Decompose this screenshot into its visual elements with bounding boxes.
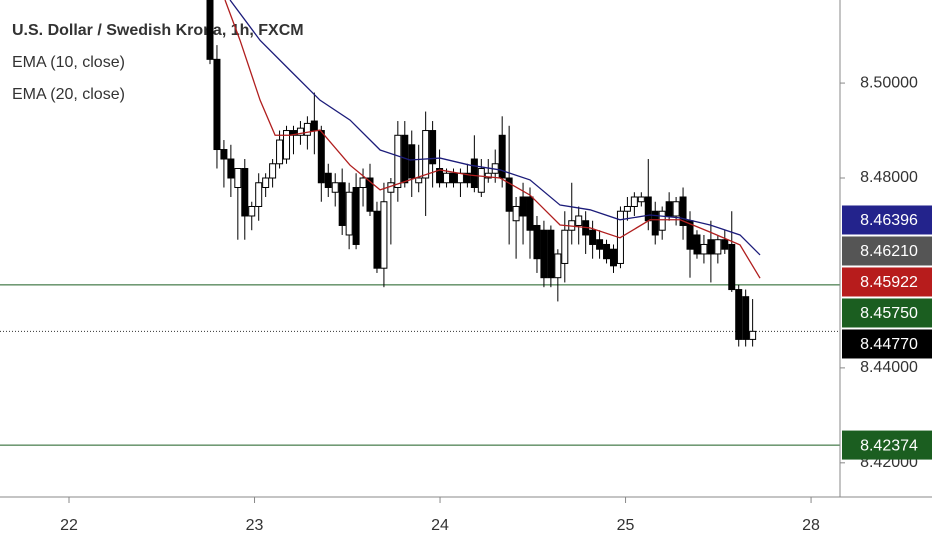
ema-line (224, 0, 761, 279)
candle-body (283, 130, 291, 160)
candle-body (422, 130, 430, 179)
candle-body (484, 172, 492, 179)
candle-body (345, 191, 353, 236)
candle-body (512, 205, 520, 222)
candle-body (672, 201, 680, 217)
candle-body (234, 168, 242, 189)
price-label: 8.44770 (860, 336, 918, 353)
candle-body (603, 243, 611, 260)
candle-body (429, 130, 437, 165)
plot-area (0, 0, 840, 446)
candle-body (408, 144, 416, 179)
candle-body (533, 224, 541, 260)
candle-body (366, 177, 374, 212)
price-label: 8.46210 (860, 243, 918, 260)
candle-body (317, 130, 325, 184)
candle-body (609, 248, 617, 267)
candle-body (373, 210, 381, 269)
candle-body (519, 196, 527, 217)
candle-body (394, 134, 402, 189)
candle-body (310, 120, 318, 132)
ema-line (229, 0, 761, 256)
candle-body (637, 196, 645, 203)
price-label: 8.42374 (860, 437, 918, 454)
candle-body (470, 158, 478, 189)
candle-body (220, 149, 228, 160)
candle-body (554, 253, 562, 279)
price-label-box (842, 205, 932, 235)
candle-body (324, 172, 332, 189)
candle-body (227, 158, 235, 179)
candle-body (255, 182, 263, 207)
candle-body (262, 177, 270, 189)
candle-body (749, 330, 757, 340)
candle-body (331, 182, 339, 193)
candle-body (526, 196, 534, 231)
x-tick-label: 25 (617, 517, 635, 534)
candle-body (296, 127, 304, 136)
legend-entry: EMA (20, close) (12, 86, 125, 103)
y-tick-label: 8.50000 (860, 74, 918, 91)
candle-body (679, 196, 687, 226)
candle-body (623, 205, 631, 212)
candle-body (721, 239, 729, 250)
candle-body (241, 168, 249, 217)
x-tick-label: 23 (246, 517, 264, 534)
candle-body (415, 177, 423, 184)
candle-body (707, 239, 715, 255)
candle-body (540, 229, 548, 279)
chart-title: U.S. Dollar / Swedish Krona, 1h, FXCM (12, 22, 304, 39)
candle-body (276, 139, 284, 165)
candle-body (714, 239, 722, 255)
candle-body (352, 187, 360, 245)
y-tick-label: 8.44000 (860, 359, 918, 376)
candle-body (547, 229, 555, 279)
candle-body (206, 0, 214, 60)
candle-body (498, 134, 506, 179)
candle-body (658, 210, 666, 231)
candle-body (456, 172, 464, 184)
price-label-box (842, 430, 932, 460)
x-tick-label: 28 (802, 517, 820, 534)
candle-body (505, 177, 513, 212)
candle-body (596, 239, 604, 250)
candle-body (735, 289, 743, 340)
candle-body (269, 163, 277, 179)
candle-body (651, 210, 659, 236)
candle-body (449, 172, 457, 184)
candle-body (477, 168, 485, 193)
candle-body (693, 234, 701, 255)
price-label-box (842, 236, 932, 266)
candle-body (630, 196, 638, 207)
candle-body (359, 177, 367, 189)
x-tick-label: 22 (60, 517, 78, 534)
candle-body (728, 243, 736, 291)
candle-body (644, 196, 652, 222)
legend-entry: EMA (10, close) (12, 54, 125, 71)
y-tick-label: 8.48000 (860, 169, 918, 186)
price-label-box (842, 267, 932, 297)
candle-body (589, 229, 597, 245)
candle-body (575, 215, 583, 226)
candle-body (436, 168, 444, 184)
candle-body (561, 229, 569, 264)
price-label-box (842, 298, 932, 328)
x-tick-label: 24 (431, 517, 449, 534)
candle-body (303, 122, 311, 136)
price-label: 8.46396 (860, 212, 918, 229)
candle-body (700, 243, 708, 255)
candle-body (443, 172, 451, 184)
candle-body (665, 201, 673, 217)
price-label: 8.45922 (860, 274, 918, 291)
price-label-box (842, 329, 932, 359)
candle-body (248, 205, 256, 217)
price-label: 8.45750 (860, 305, 918, 322)
candle-body (742, 296, 750, 340)
candle-body (338, 182, 346, 226)
candle-body (213, 58, 221, 151)
candle-body (380, 201, 388, 269)
candle-body (463, 172, 471, 184)
